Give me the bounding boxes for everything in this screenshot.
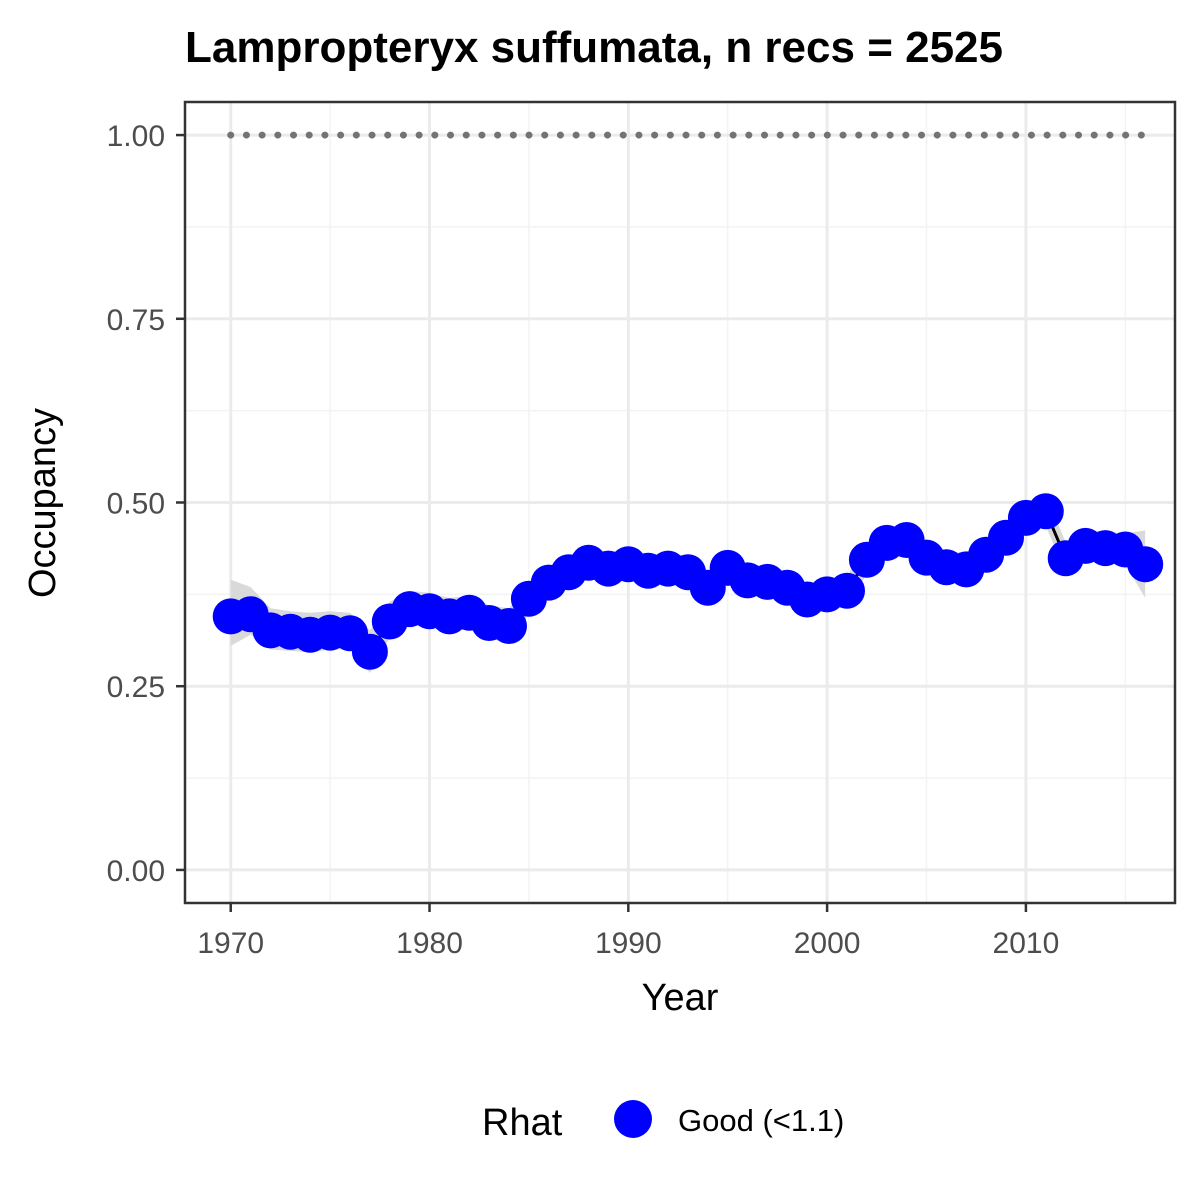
x-axis-title: Year bbox=[642, 977, 719, 1019]
x-tick-label: 1990 bbox=[595, 927, 662, 960]
data-point bbox=[351, 633, 388, 670]
y-tick-label: 0.25 bbox=[107, 671, 165, 704]
y-tick-label: 0.50 bbox=[107, 488, 165, 521]
y-tick-label: 0.75 bbox=[107, 304, 165, 337]
x-tick-label: 1980 bbox=[396, 927, 463, 960]
x-tick-label: 1970 bbox=[197, 927, 264, 960]
y-tick-label: 0.00 bbox=[107, 855, 165, 888]
y-tick-label: 1.00 bbox=[107, 120, 165, 153]
data-point bbox=[491, 608, 527, 644]
legend-title: Rhat bbox=[482, 1102, 563, 1144]
axes: 1970 1980 1990 2000 2010 0.00 0.25 0.50 0.75 1.00 bbox=[107, 120, 1060, 960]
data-point bbox=[1127, 546, 1164, 583]
x-tick-label: 2010 bbox=[993, 927, 1060, 960]
data-point bbox=[829, 572, 865, 609]
chart-title: Lampropteryx suffumata, n recs = 2525 bbox=[185, 23, 1003, 72]
data-point bbox=[1027, 493, 1064, 530]
legend: Rhat Good (<1.1) bbox=[482, 1100, 844, 1144]
plot-panel bbox=[183, 100, 1177, 905]
legend-key-good bbox=[614, 1100, 652, 1138]
x-tick-label: 2000 bbox=[794, 927, 861, 960]
y-axis-title: Occupancy bbox=[22, 408, 64, 598]
legend-label-good: Good (<1.1) bbox=[678, 1103, 844, 1138]
